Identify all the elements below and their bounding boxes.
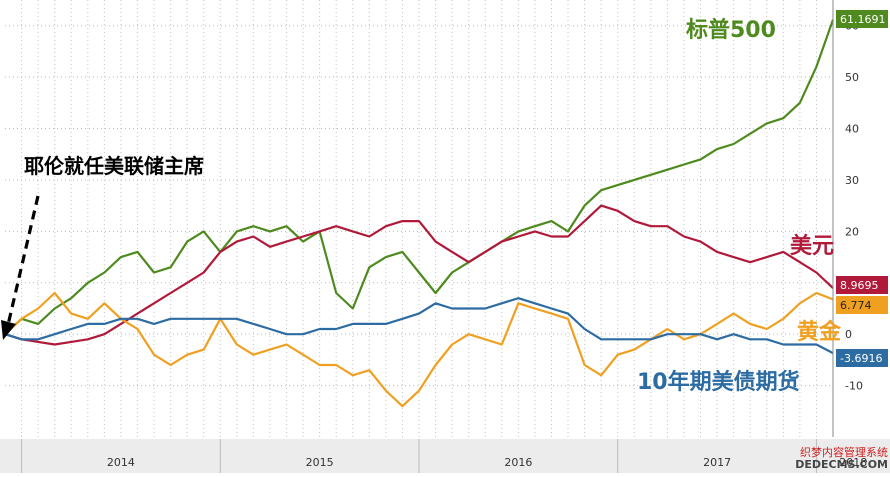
- y-tick-label: 40: [845, 123, 859, 136]
- usd-annotation: 美元: [790, 234, 835, 259]
- end-value-label-2: 6.774: [840, 299, 872, 312]
- series-line-3: [4, 297, 834, 355]
- sp500-annotation: 标普500: [686, 18, 776, 43]
- y-tick-label: 50: [845, 71, 859, 84]
- x-tick-label: 2014: [107, 456, 135, 469]
- y-tick-label: 30: [845, 174, 859, 187]
- end-value-box-0: [836, 10, 888, 28]
- end-value-label-0: 61.1691: [840, 13, 886, 26]
- series-line-0: [4, 19, 835, 336]
- x-tick-label: 2018: [839, 456, 867, 469]
- series-line-2: [4, 291, 834, 408]
- y-tick-label: 0: [845, 328, 852, 341]
- yellen-annotation: 耶伦就任美联储主席: [24, 154, 204, 178]
- yellen-arrow: [6, 195, 40, 326]
- gold-annotation: 黄金: [797, 320, 842, 345]
- end-value-box-1: [836, 276, 888, 294]
- watermark-line1: 织梦内容管理系统: [800, 446, 888, 459]
- y-tick-label: -10: [845, 380, 863, 393]
- series-line-1: [4, 204, 834, 346]
- watermark: 织梦内容管理系统 DEDECMS.COM: [795, 447, 888, 471]
- x-axis-band: [0, 439, 890, 473]
- bond-annotation: 10年期美债期货: [637, 370, 800, 395]
- end-value-box-3: [836, 349, 888, 367]
- end-value-box-2: [836, 296, 888, 314]
- x-tick-label: 2017: [703, 456, 731, 469]
- yellen-arrowhead: [1, 320, 16, 340]
- x-tick-label: 2016: [504, 456, 532, 469]
- end-value-label-1: 8.9695: [840, 279, 879, 292]
- watermark-line2: DEDECMS.COM: [795, 458, 888, 471]
- end-value-label-3: -3.6916: [840, 352, 882, 365]
- y-tick-label: 20: [845, 225, 859, 238]
- x-tick-label: 2015: [306, 456, 334, 469]
